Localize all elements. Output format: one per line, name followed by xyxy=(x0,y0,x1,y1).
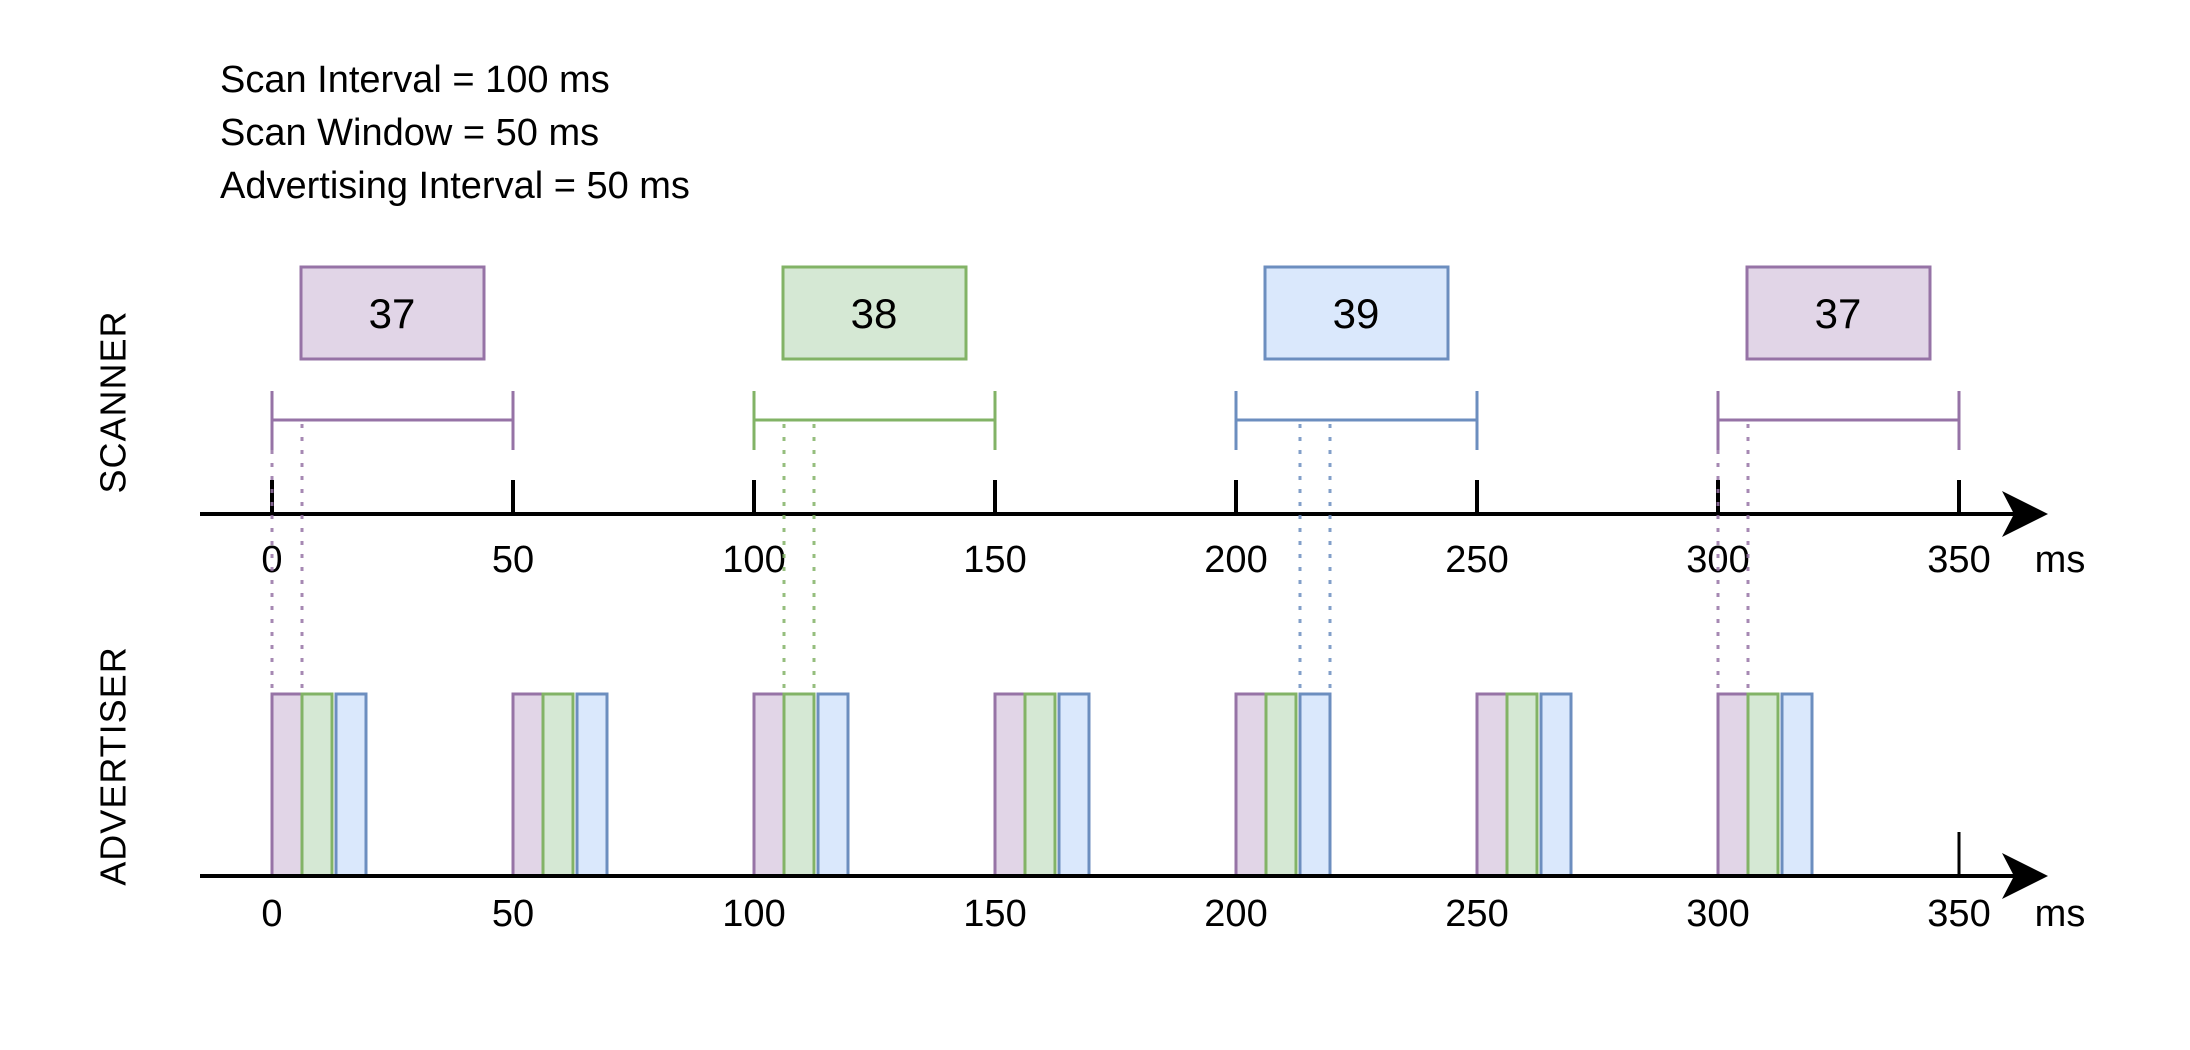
channel-box-label: 37 xyxy=(369,290,416,337)
adv-packet-ch38 xyxy=(1746,692,1780,878)
adv-burst-250ms xyxy=(1475,692,1573,878)
adv-packet-ch37 xyxy=(1475,692,1509,878)
advertiser-axis-arrowhead xyxy=(2002,853,2048,899)
adv-burst-100ms xyxy=(752,692,850,878)
adv-burst-0ms xyxy=(270,692,368,878)
tick-label: 350 xyxy=(1927,893,1990,935)
scanner-axis-unit-label: ms xyxy=(2035,539,2086,581)
scan-window-bracket-200-250 xyxy=(1234,391,1479,450)
tick-label: 50 xyxy=(492,539,534,581)
tick-label: 350 xyxy=(1927,539,1990,581)
adv-burst-200ms xyxy=(1234,692,1332,878)
adv-burst-50ms xyxy=(511,692,609,878)
adv-packet-ch39 xyxy=(1057,692,1091,878)
adv-packet-ch37 xyxy=(1716,692,1750,878)
adv-packet-ch38 xyxy=(782,692,816,878)
tick-label: 300 xyxy=(1686,539,1749,581)
channel-box-rect xyxy=(781,265,968,361)
channel-box-rect xyxy=(1263,265,1450,361)
scan-window-brackets xyxy=(270,391,1961,450)
advertiser-axis: 0 50 100 150 200 250 300 350 ms xyxy=(200,832,2085,935)
adv-packet-ch39 xyxy=(816,692,850,878)
scanner-channel-boxes: 37 38 39 37 xyxy=(299,265,1932,361)
advertiser-bursts xyxy=(270,692,1814,878)
channel-box-rect xyxy=(1745,265,1932,361)
adv-packet-ch39 xyxy=(1780,692,1814,878)
adv-packet-ch37 xyxy=(752,692,786,878)
tick-label: 200 xyxy=(1204,539,1267,581)
channel-box-label: 39 xyxy=(1333,290,1380,337)
scan-window-bracket-0-50 xyxy=(270,391,515,450)
scan-window-box-ch38: 38 xyxy=(781,265,968,361)
advertiser-axis-unit-label: ms xyxy=(2035,893,2086,935)
adv-packet-ch38 xyxy=(1023,692,1057,878)
adv-packet-ch38 xyxy=(300,692,334,878)
scan-window-bracket-100-150 xyxy=(752,391,997,450)
scan-window-box-ch37-a: 37 xyxy=(299,265,486,361)
adv-burst-300ms xyxy=(1716,692,1814,878)
channel-box-rect xyxy=(299,265,486,361)
tick-label: 100 xyxy=(722,893,785,935)
scanner-axis-arrowhead xyxy=(2002,491,2048,537)
tick-label: 150 xyxy=(963,539,1026,581)
scanner-axis-ticks xyxy=(270,480,1961,514)
header-parameters: Scan Interval = 100 ms Scan Window = 50 … xyxy=(220,59,690,207)
tick-label: 200 xyxy=(1204,893,1267,935)
adv-packet-ch37 xyxy=(511,692,545,878)
channel-box-label: 38 xyxy=(851,290,898,337)
scanner-axis-tick-labels: 0 50 100 150 200 250 300 350 xyxy=(261,539,1990,581)
adv-burst-150ms xyxy=(993,692,1091,878)
scan-interval-text: Scan Interval = 100 ms xyxy=(220,59,610,101)
adv-packet-ch39 xyxy=(334,692,368,878)
channel-box-label: 37 xyxy=(1815,290,1862,337)
adv-packet-ch38 xyxy=(541,692,575,878)
scan-window-bracket-300-350 xyxy=(1716,391,1961,450)
advertiser-row-label: ADVERTISER xyxy=(93,646,134,885)
adv-packet-ch37 xyxy=(1234,692,1268,878)
adv-packet-ch37 xyxy=(270,692,304,878)
adv-packet-ch39 xyxy=(575,692,609,878)
scan-window-box-ch37-b: 37 xyxy=(1745,265,1932,361)
sync-dotted-lines xyxy=(270,424,1750,692)
tick-label: 300 xyxy=(1686,893,1749,935)
advertising-interval-text: Advertising Interval = 50 ms xyxy=(220,165,690,207)
scan-window-text: Scan Window = 50 ms xyxy=(220,112,599,154)
scan-window-box-ch39: 39 xyxy=(1263,265,1450,361)
scanner-axis: 0 50 100 150 200 250 300 350 ms xyxy=(200,480,2085,581)
tick-label: 100 xyxy=(722,539,785,581)
adv-packet-ch39 xyxy=(1539,692,1573,878)
tick-label: 250 xyxy=(1445,539,1508,581)
adv-packet-ch38 xyxy=(1264,692,1298,878)
tick-label: 250 xyxy=(1445,893,1508,935)
adv-packet-ch39 xyxy=(1298,692,1332,878)
adv-packet-ch38 xyxy=(1505,692,1539,878)
tick-label: 0 xyxy=(261,539,282,581)
tick-label: 50 xyxy=(492,893,534,935)
tick-label: 0 xyxy=(261,893,282,935)
scanner-row-label: SCANNER xyxy=(93,310,134,493)
adv-packet-ch37 xyxy=(993,692,1027,878)
tick-label: 150 xyxy=(963,893,1026,935)
advertiser-axis-tick-labels: 0 50 100 150 200 250 300 350 xyxy=(261,893,1990,935)
